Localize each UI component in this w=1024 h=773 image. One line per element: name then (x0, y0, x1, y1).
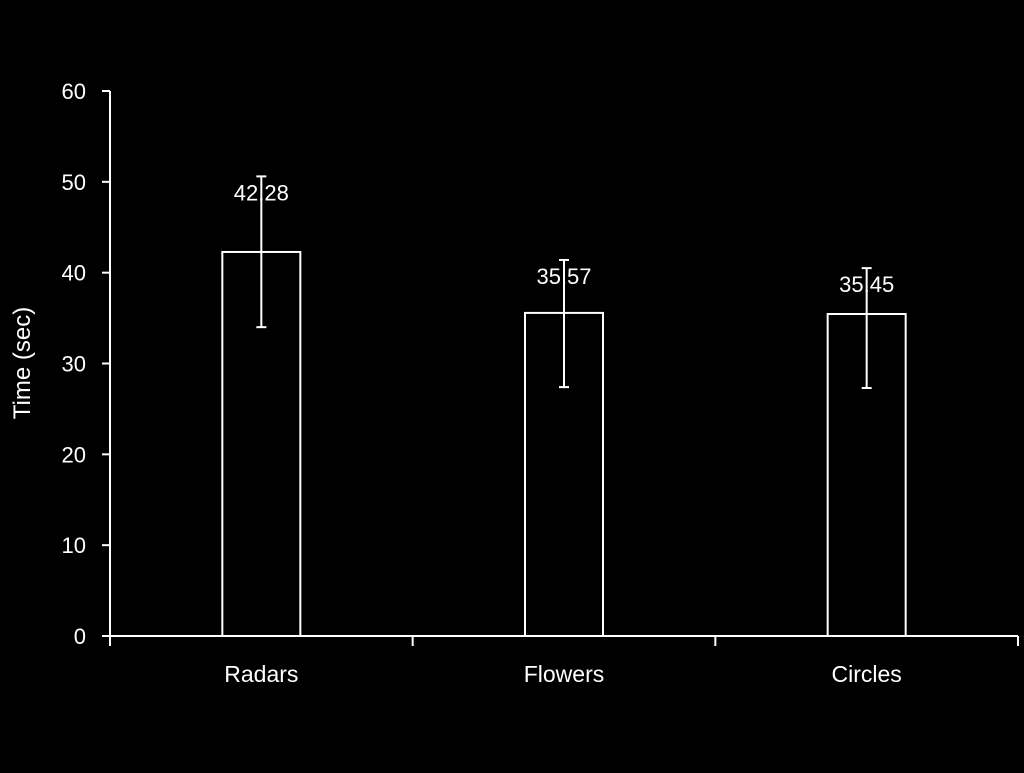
bar-value-label: 35.45 (839, 272, 894, 297)
y-tick-label: 20 (62, 442, 86, 467)
bar-value-label: 42.28 (234, 180, 289, 205)
x-category-label: Circles (832, 661, 902, 687)
x-category-label: Flowers (524, 661, 605, 687)
y-tick-label: 60 (62, 79, 86, 104)
x-category-label: Radars (224, 661, 298, 687)
y-tick-label: 10 (62, 533, 86, 558)
bars-layer (221, 175, 907, 637)
bar-value-label: 35.57 (536, 264, 591, 289)
y-tick-label: 50 (62, 170, 86, 195)
y-axis-title: Time (sec) (9, 307, 36, 419)
axes-layer: 0 10 20 30 40 50 60 (62, 79, 1019, 649)
labels-layer: 42.28 Radars 35.57 Flowers 35.45 Circles (224, 180, 902, 687)
y-tick-label: 40 (62, 261, 86, 286)
y-tick-label: 30 (62, 352, 86, 377)
y-tick-label: 0 (74, 624, 86, 649)
